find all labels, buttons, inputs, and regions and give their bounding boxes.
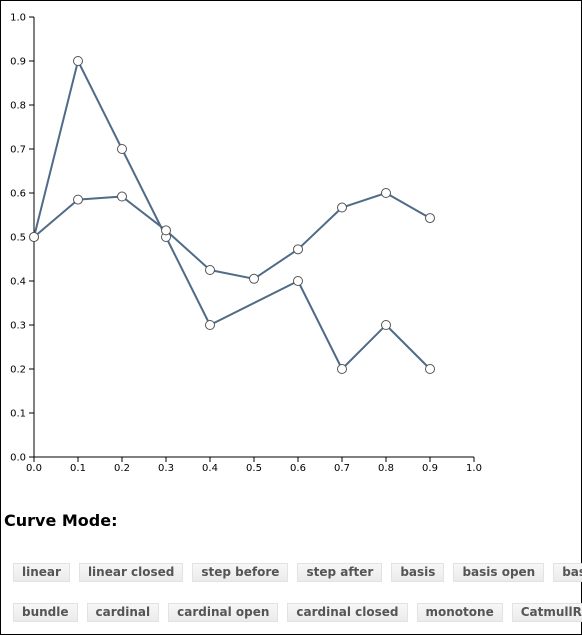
curve-mode-title: Curve Mode: (4, 511, 118, 530)
x-tick-label: 0.8 (378, 463, 394, 474)
data-point[interactable] (73, 56, 83, 66)
data-point[interactable] (161, 225, 171, 236)
y-tick-label: 0.2 (10, 365, 26, 376)
data-point[interactable] (337, 202, 347, 213)
curve-mode-button-basis[interactable]: basis (391, 563, 445, 582)
curve-mode-button-monotone[interactable]: monotone (416, 603, 503, 622)
curve-mode-button-basis-open[interactable]: basis open (453, 563, 545, 582)
y-tick-label: 0.9 (10, 57, 26, 68)
line-chart: 0.0 0.1 0.2 0.3 0.4 0.5 0.6 0.7 0.8 0.9 1.0 0.0 0.1 0… (10, 13, 482, 475)
y-tick-label: 0.8 (10, 101, 26, 112)
data-point[interactable] (293, 244, 303, 255)
curve-mode-button-catmullrom[interactable]: CatmullRom (511, 603, 582, 622)
series-line-2 (33, 192, 431, 280)
x-tick-label: 0.9 (422, 463, 438, 474)
curve-mode-button-basis-closed[interactable]: basis closed (553, 563, 582, 582)
x-tick-label: 1.0 (466, 463, 482, 474)
curve-mode-button-step-before[interactable]: step before (192, 563, 289, 582)
x-tick-label: 0.4 (202, 463, 218, 474)
x-tick-label: 0.0 (26, 463, 42, 474)
curve-mode-button-bundle[interactable]: bundle (13, 603, 78, 622)
data-point[interactable] (205, 320, 215, 330)
data-point[interactable] (425, 364, 435, 374)
data-point[interactable] (293, 276, 303, 286)
x-tick-label: 0.6 (290, 463, 306, 474)
data-point[interactable] (381, 188, 391, 198)
y-tick-label: 0.5 (10, 233, 26, 244)
data-point[interactable] (205, 265, 215, 275)
x-tick-label: 0.5 (246, 463, 262, 474)
chart-points (29, 56, 435, 374)
curve-mode-button-linear-closed[interactable]: linear closed (78, 563, 184, 582)
data-point[interactable] (337, 364, 347, 374)
y-tick-label: 0.1 (10, 409, 26, 420)
y-tick-label: 0.6 (10, 189, 26, 200)
curve-mode-buttons-row-2: bundle cardinal cardinal open cardinal clos… (13, 603, 582, 622)
chart-axes: 0.0 0.1 0.2 0.3 0.4 0.5 0.6 0.7 0.8 0.9 1.0 0.0 0.1 0… (10, 13, 482, 475)
curve-mode-button-cardinal-closed[interactable]: cardinal closed (287, 603, 408, 622)
data-point[interactable] (29, 232, 39, 242)
curve-mode-button-cardinal[interactable]: cardinal (86, 603, 160, 622)
data-point[interactable] (381, 320, 391, 330)
x-tick-label: 0.2 (114, 463, 130, 474)
data-point[interactable] (117, 144, 127, 154)
data-point[interactable] (73, 194, 83, 205)
data-point[interactable] (117, 191, 127, 202)
x-tick-label: 0.3 (158, 463, 174, 474)
curve-mode-buttons-row-1: linear linear closed step before step after… (13, 563, 582, 582)
x-tick-label: 0.7 (334, 463, 350, 474)
y-tick-label: 0.4 (10, 277, 26, 288)
curve-mode-button-step-after[interactable]: step after (297, 563, 383, 582)
data-point[interactable] (425, 213, 435, 224)
y-tick-label: 0.0 (10, 453, 26, 464)
y-tick-label: 0.7 (10, 145, 26, 156)
curve-mode-button-linear[interactable]: linear (13, 563, 70, 582)
x-tick-label: 0.1 (70, 463, 86, 474)
y-tick-label: 1.0 (10, 13, 26, 24)
data-point[interactable] (249, 273, 259, 284)
chart-series (33, 60, 431, 370)
curve-mode-button-cardinal-open[interactable]: cardinal open (168, 603, 279, 622)
y-tick-label: 0.3 (10, 321, 26, 332)
series-line-1 (33, 60, 431, 370)
